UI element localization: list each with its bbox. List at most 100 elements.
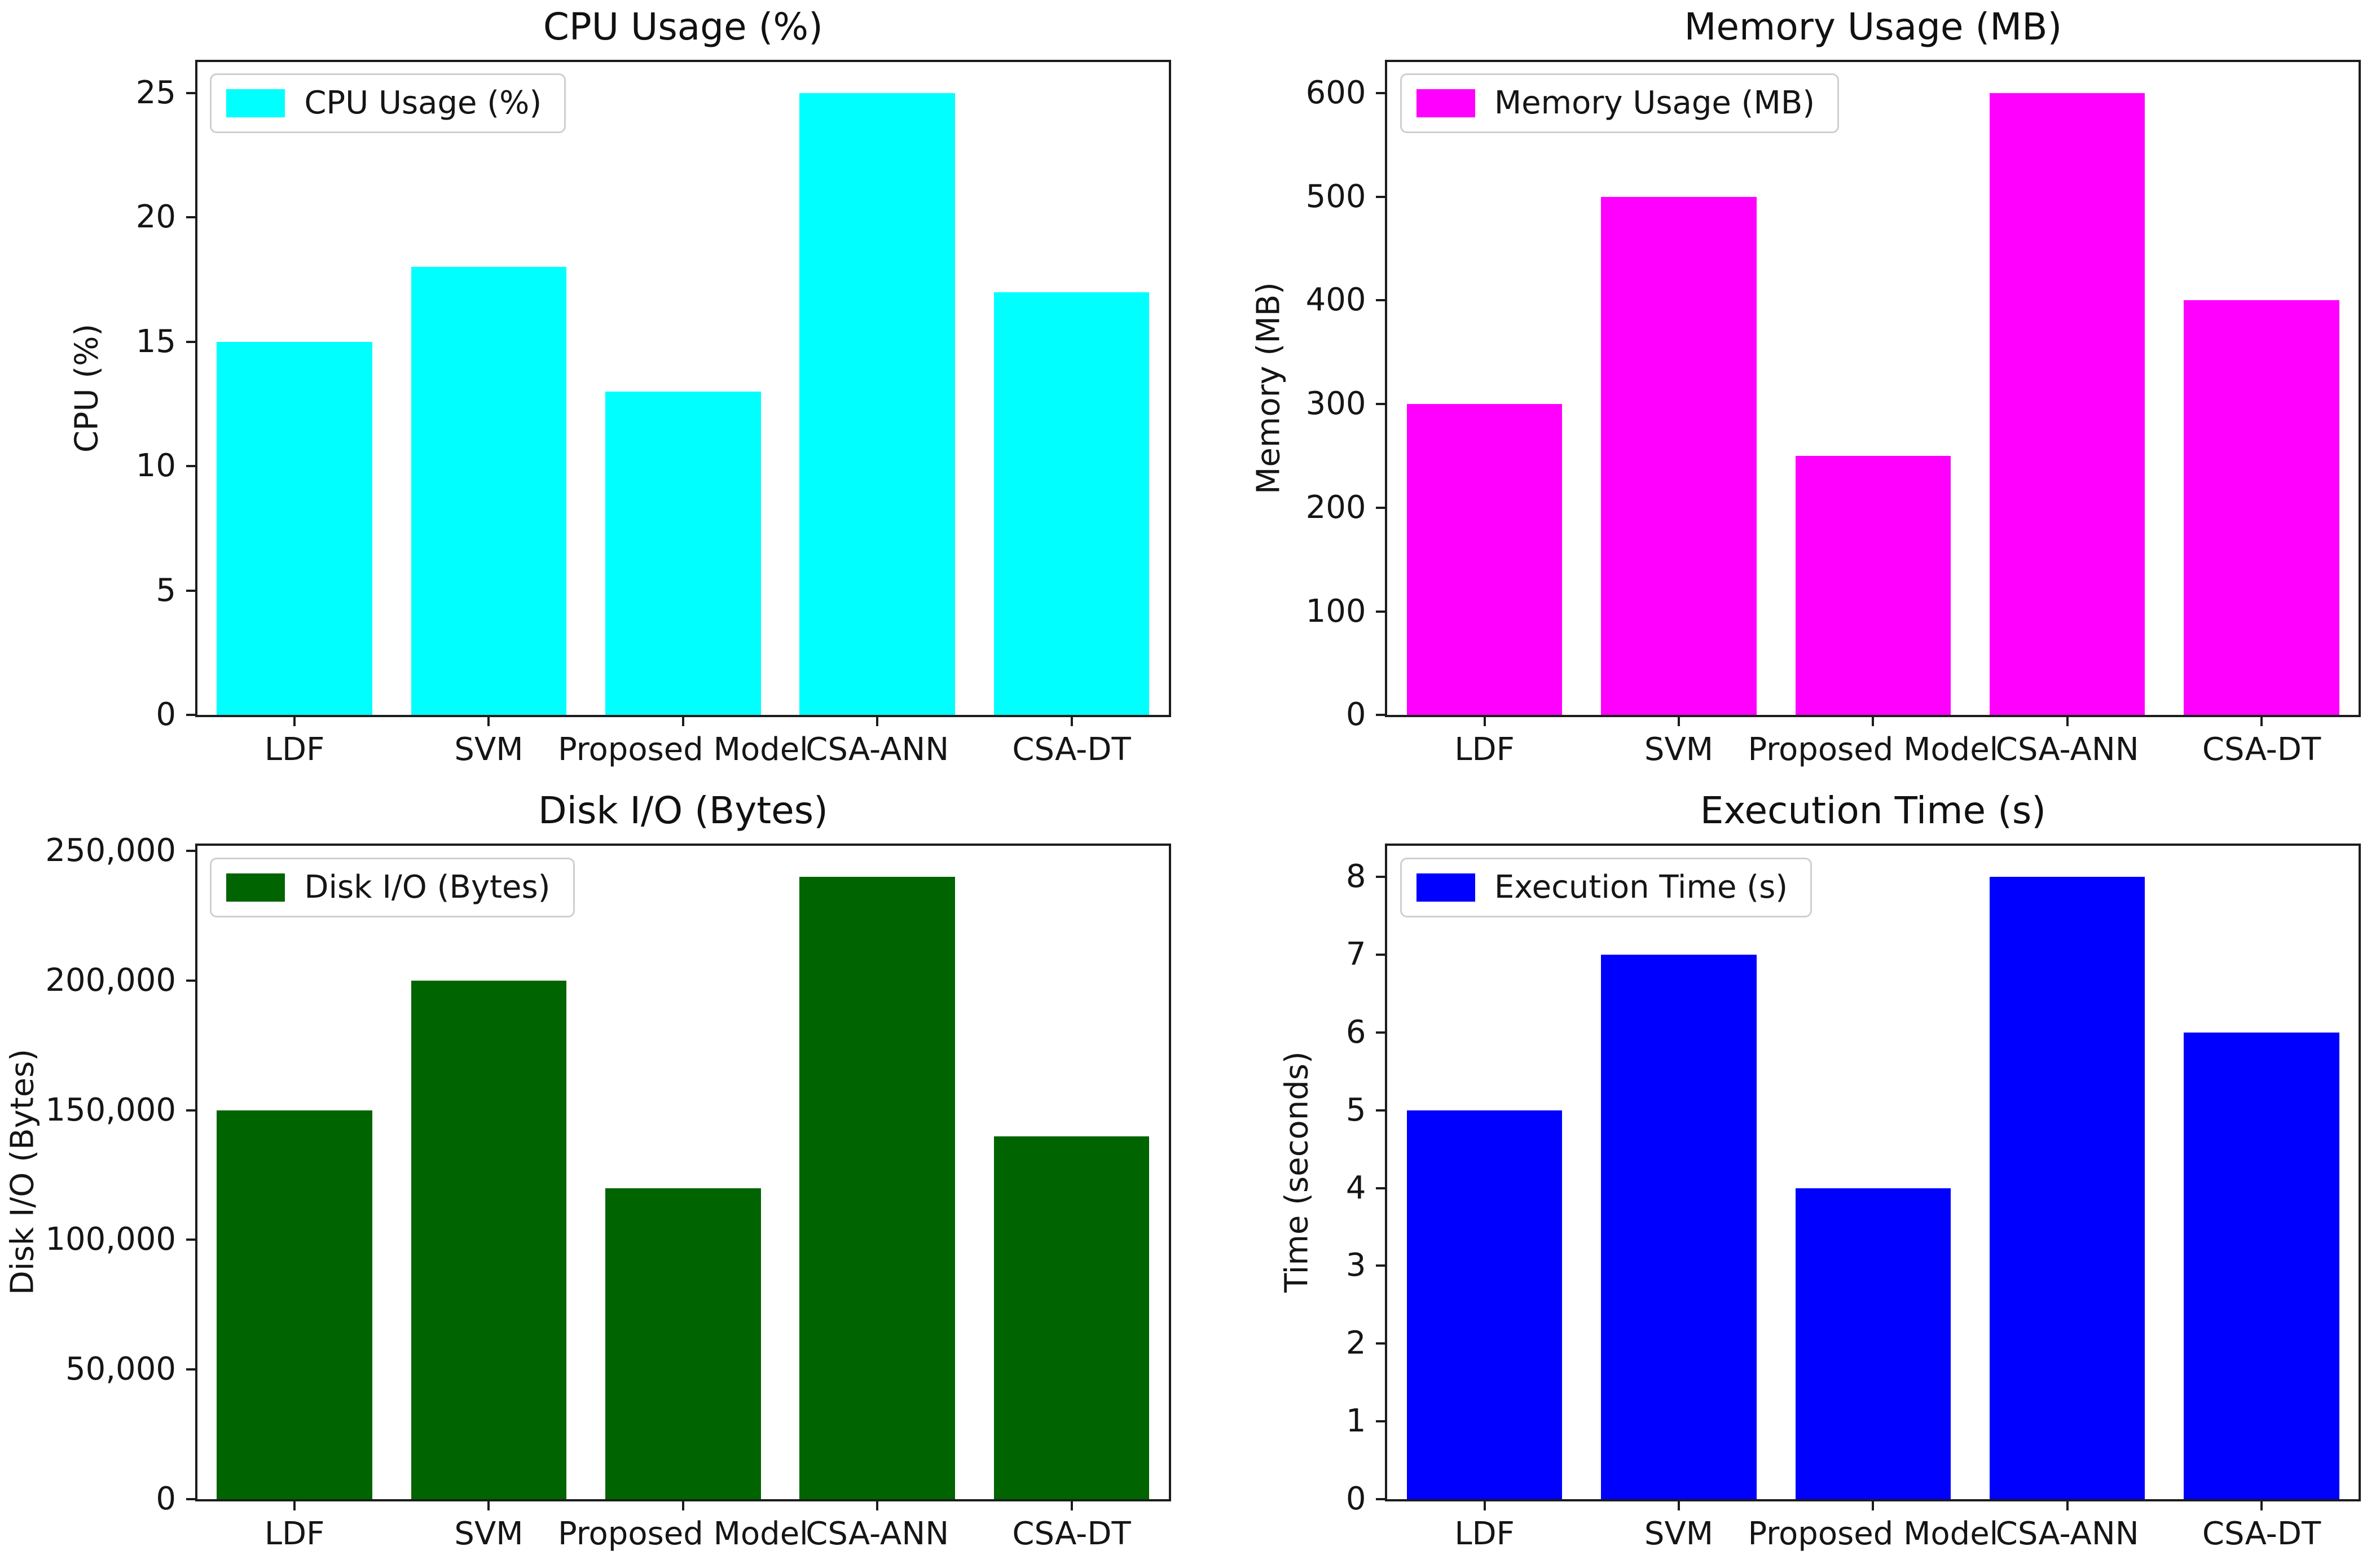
y-tick-mark: [1376, 714, 1388, 717]
y-tick-label: 100,000: [45, 1221, 176, 1258]
bar: [1989, 93, 2145, 715]
x-tick-mark: [2260, 1499, 2263, 1510]
bar: [411, 267, 567, 715]
x-tick-label: SVM: [454, 1515, 523, 1552]
y-tick-mark: [1376, 299, 1388, 302]
y-tick-mark: [1376, 954, 1388, 956]
y-tick-mark: [186, 1109, 197, 1112]
bar: [799, 93, 955, 715]
x-tick-label: Proposed Model: [557, 1515, 808, 1552]
y-tick-mark: [1376, 876, 1388, 879]
x-tick-label: Proposed Model: [1748, 731, 1999, 768]
y-tick-mark: [186, 980, 197, 982]
y-tick-label: 25: [135, 74, 176, 111]
x-tick-label: Proposed Model: [1748, 1515, 1999, 1552]
y-tick-label: 100: [1305, 592, 1366, 630]
x-tick-label: SVM: [1644, 731, 1714, 768]
legend-label: Execution Time (s): [1494, 868, 1788, 906]
x-tick-label: SVM: [1644, 1515, 1714, 1552]
x-tick-mark: [2066, 715, 2069, 727]
y-tick-mark: [1376, 403, 1388, 406]
y-tick-label: 0: [156, 1480, 176, 1517]
x-tick-label: LDF: [1454, 1515, 1515, 1552]
y-tick-mark: [1376, 1497, 1388, 1500]
y-tick-mark: [1376, 610, 1388, 613]
bar: [605, 392, 761, 715]
x-tick-mark: [681, 715, 684, 727]
legend-label: CPU Usage (%): [304, 85, 542, 122]
plot-area: Execution Time (s) 0 1 2 3 4 5 6 7 8 LDF SVM Propos…: [1346, 844, 2361, 1549]
x-tick-mark: [487, 1499, 490, 1510]
y-tick-label: 200,000: [45, 962, 176, 999]
y-tick-label: 15: [135, 323, 176, 360]
subplot-disk-io: Disk I/O (Bytes) Disk I/O (Bytes) Disk I…: [0, 784, 1190, 1568]
bar: [1795, 455, 1951, 715]
y-tick-label: 5: [1345, 1091, 1366, 1128]
subplot-memory-usage: Memory Usage (MB) Memory (MB) Memory Usa…: [1190, 0, 2380, 784]
y-tick-mark: [186, 850, 197, 853]
plot-area: CPU Usage (%) 0 5 10 15 20 25 LDF SVM Proposed M…: [136, 59, 1171, 766]
y-tick-label: 600: [1305, 74, 1366, 111]
y-tick-label: 2: [1345, 1325, 1366, 1362]
x-tick-mark: [876, 1499, 879, 1510]
x-tick-label: CSA-DT: [1012, 731, 1131, 768]
y-tick-label: 50,000: [65, 1351, 176, 1388]
plot-area: Disk I/O (Bytes) 0 50,000 100,000 150,000 20…: [45, 835, 1171, 1549]
y-tick-label: 300: [1305, 385, 1366, 423]
plot-area: Memory Usage (MB) 0 100 200 300 400 500 600 LDF…: [1306, 59, 2361, 766]
bar: [1989, 877, 2145, 1499]
y-tick-mark: [1376, 1031, 1388, 1034]
bar: [1601, 955, 1757, 1499]
legend: Disk I/O (Bytes): [210, 857, 575, 917]
bar: [1406, 1110, 1563, 1499]
bar: [605, 1188, 761, 1499]
legend-swatch: [226, 873, 285, 902]
y-tick-mark: [1376, 195, 1388, 198]
legend-swatch: [1416, 89, 1475, 118]
y-tick-label: 10: [135, 447, 176, 485]
x-tick-mark: [293, 1499, 296, 1510]
y-axis-label: CPU (%): [68, 323, 105, 453]
x-tick-mark: [1872, 715, 1875, 727]
y-tick-mark: [186, 1368, 197, 1371]
subplot-cpu-usage: CPU Usage (%) CPU (%) CPU Usage (%) 0 5 10…: [0, 0, 1190, 784]
y-tick-label: 3: [1345, 1247, 1366, 1284]
x-tick-mark: [2260, 715, 2263, 727]
x-tick-mark: [876, 715, 879, 727]
legend-label: Memory Usage (MB): [1494, 85, 1815, 122]
y-tick-label: 0: [156, 696, 176, 734]
legend: CPU Usage (%): [210, 73, 566, 134]
y-tick-label: 6: [1345, 1013, 1366, 1051]
legend-swatch: [1416, 873, 1475, 902]
bar: [217, 1110, 372, 1499]
bar: [993, 292, 1150, 715]
legend-swatch: [226, 89, 285, 118]
y-tick-mark: [1376, 1342, 1388, 1345]
x-tick-label: CSA-ANN: [1995, 1515, 2139, 1552]
y-tick-mark: [1376, 1420, 1388, 1423]
bar: [411, 981, 567, 1499]
y-tick-mark: [186, 340, 197, 343]
chart-title: Disk I/O (Bytes): [538, 789, 828, 833]
y-tick-label: 500: [1305, 178, 1366, 215]
y-tick-mark: [186, 216, 197, 219]
x-tick-label: CSA-ANN: [806, 731, 949, 768]
bar: [1601, 196, 1757, 715]
x-tick-label: CSA-DT: [2202, 731, 2321, 768]
y-axis-label: Disk I/O (Bytes): [4, 1049, 41, 1295]
y-tick-mark: [186, 465, 197, 468]
y-tick-mark: [186, 589, 197, 592]
legend: Execution Time (s): [1400, 857, 1813, 917]
y-tick-mark: [186, 714, 197, 717]
y-axis-label: Memory (MB): [1250, 282, 1287, 494]
y-tick-label: 5: [156, 572, 176, 609]
chart-title: Execution Time (s): [1700, 789, 2046, 833]
x-tick-label: SVM: [454, 731, 523, 768]
bar: [2184, 300, 2339, 715]
bar: [993, 1136, 1150, 1499]
y-tick-mark: [1376, 1109, 1388, 1112]
x-tick-label: CSA-DT: [2202, 1515, 2321, 1552]
y-tick-label: 20: [135, 199, 176, 236]
bar: [1406, 404, 1563, 715]
x-tick-mark: [681, 1499, 684, 1510]
